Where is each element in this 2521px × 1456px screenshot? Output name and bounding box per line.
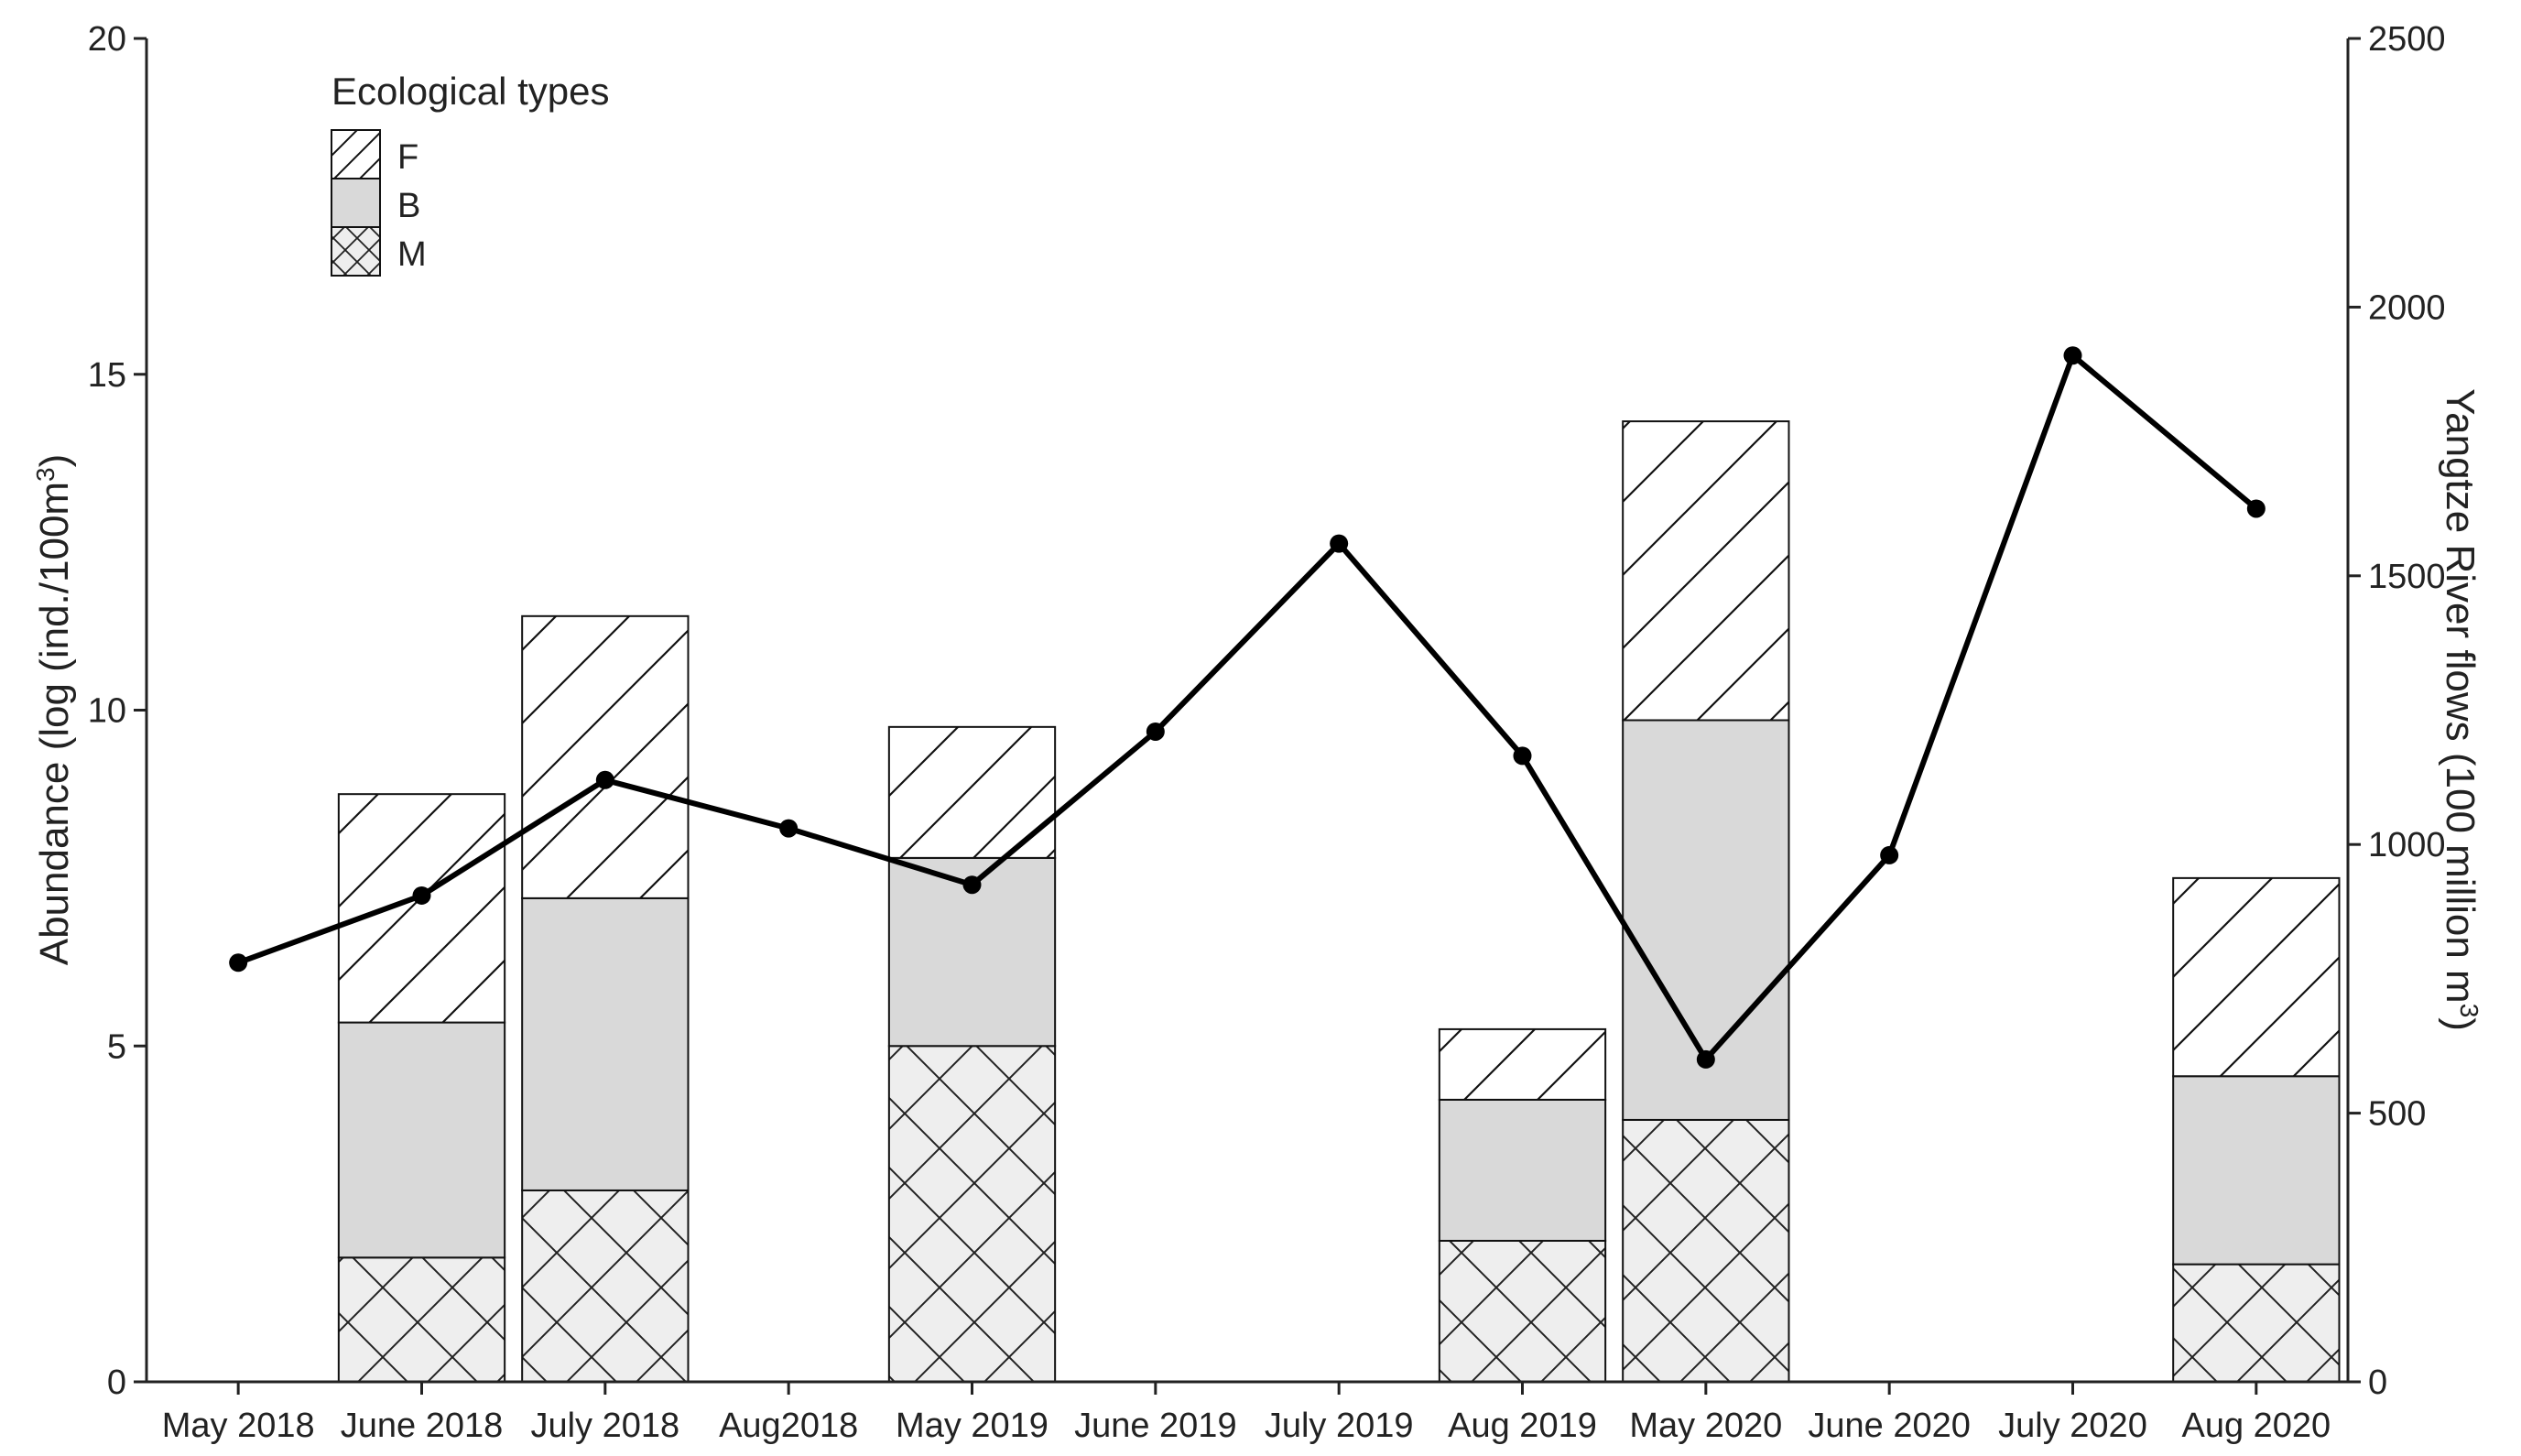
x-tick-label-june-2020: June 2020 <box>1808 1407 1971 1445</box>
flow-point-may-2018 <box>229 953 248 972</box>
bar-b-july-2018 <box>521 896 690 1191</box>
x-tick-label-june-2018: June 2018 <box>341 1407 504 1445</box>
flow-point-may-2019 <box>962 875 982 895</box>
right-tick-label: 1000 <box>2368 826 2446 864</box>
bar-f-aug-2019 <box>1438 1027 1607 1101</box>
x-tick-label-july-2020: July 2020 <box>1998 1407 2147 1445</box>
bar-f-july-2018 <box>521 614 690 899</box>
left-tick-label: 10 <box>88 692 126 731</box>
flow-point-aug-2020 <box>2246 499 2266 518</box>
flow-point-july-2019 <box>1330 534 1349 553</box>
x-tick-label-may-2020: May 2020 <box>1629 1407 1782 1445</box>
flow-point-june-2020 <box>1880 845 1899 864</box>
left-axis-title: Abundance (log (ind./100m3) <box>31 454 78 966</box>
legend-label-b: B <box>397 187 420 225</box>
right-axis-title: Yangtze River flows (100 million m3) <box>2438 388 2484 1031</box>
flow-point-may-2020 <box>1696 1049 1715 1069</box>
x-tick-label-july-2018: July 2018 <box>530 1407 679 1445</box>
bar-f-june-2018 <box>337 793 506 1024</box>
legend-title: Ecological types <box>331 70 610 113</box>
right-tick-label: 1500 <box>2368 558 2446 596</box>
left-tick-label: 15 <box>88 356 126 395</box>
flow-point-aug-2019 <box>1513 746 1532 766</box>
legend-label-f: F <box>397 138 418 177</box>
left-tick-label: 5 <box>107 1027 126 1066</box>
bar-b-aug-2019 <box>1438 1098 1607 1242</box>
right-tick-label: 0 <box>2368 1364 2387 1402</box>
legend-swatch-f <box>331 129 381 179</box>
flow-point-july-2020 <box>2063 346 2082 365</box>
flow-point-aug2018 <box>779 819 799 838</box>
right-tick-label: 500 <box>2368 1095 2426 1134</box>
bar-m-aug-2019 <box>1438 1239 1607 1383</box>
x-tick-label-june-2019: June 2019 <box>1074 1407 1237 1445</box>
x-axis-ticks: May 2018 June 2018 July 2018 Aug2018 May 201… <box>162 1382 2331 1445</box>
bar-m-may-2020 <box>1622 1118 1790 1384</box>
flow-point-june-2019 <box>1146 722 1165 741</box>
x-tick-label-aug-2019: Aug 2019 <box>1448 1407 1597 1445</box>
legend-swatch-m <box>331 226 381 277</box>
x-tick-label-july-2019: July 2019 <box>1265 1407 1414 1445</box>
bar-f-may-2020 <box>1622 420 1790 722</box>
left-axis-ticks: 0 5 10 15 20 <box>88 20 147 1402</box>
bar-b-june-2018 <box>337 1021 506 1259</box>
flow-point-june-2018 <box>412 886 431 905</box>
x-tick-label-aug-2020: Aug 2020 <box>2181 1407 2331 1445</box>
legend-label-m: M <box>397 235 427 274</box>
bar-f-aug-2020 <box>2172 876 2341 1078</box>
flow-line-layer <box>229 346 2266 1069</box>
bar-m-july-2018 <box>521 1189 690 1384</box>
bar-m-may-2019 <box>887 1045 1057 1383</box>
left-tick-label: 20 <box>88 20 126 59</box>
flow-point-july-2018 <box>595 770 614 789</box>
x-tick-label-may-2019: May 2019 <box>896 1407 1049 1445</box>
right-tick-label: 2500 <box>2368 20 2446 59</box>
legend-swatch-b <box>331 178 381 228</box>
right-tick-label: 2000 <box>2368 288 2446 327</box>
bars-layer <box>337 420 2341 1384</box>
flow-line <box>237 353 2258 1062</box>
x-tick-label-aug2018: Aug2018 <box>719 1407 858 1445</box>
legend: Ecological types F B M <box>331 70 610 277</box>
bar-b-aug-2020 <box>2172 1075 2341 1266</box>
left-tick-label: 0 <box>107 1364 126 1402</box>
bar-m-aug-2020 <box>2172 1263 2341 1383</box>
bar-m-june-2018 <box>337 1256 506 1383</box>
x-tick-label-may-2018: May 2018 <box>162 1407 315 1445</box>
right-axis-ticks: 0 500 1000 1500 2000 2500 <box>2348 20 2446 1402</box>
